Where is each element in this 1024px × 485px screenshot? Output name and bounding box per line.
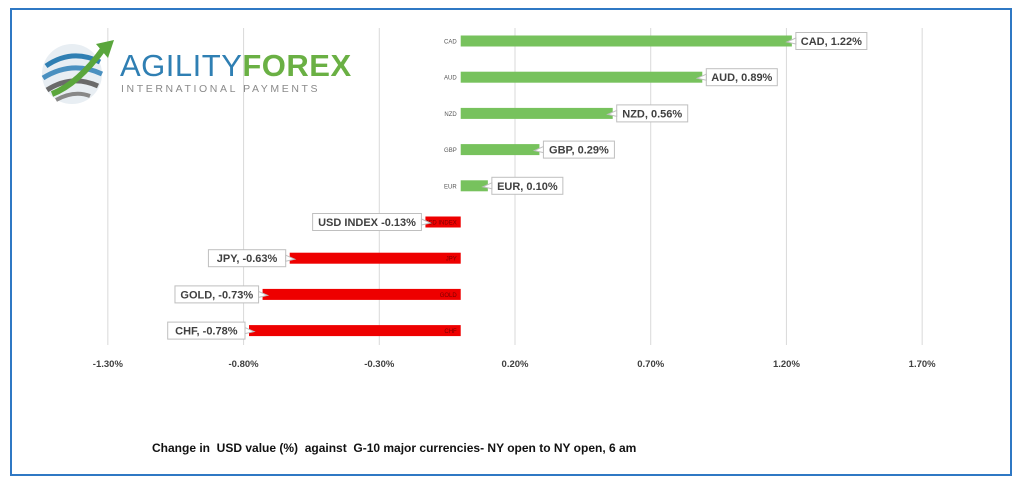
data-label-pointer <box>785 37 797 45</box>
x-tick-label: 1.70% <box>909 359 936 370</box>
bar-nzd <box>460 107 613 119</box>
data-label: AUD, 0.89% <box>711 72 772 84</box>
data-label: NZD, 0.56% <box>622 108 682 120</box>
data-label-pointer <box>285 254 297 262</box>
data-label-pointer <box>481 182 493 190</box>
bar-eur <box>460 180 488 192</box>
category-label: EUR <box>444 184 457 190</box>
data-label: CHF, -0.78% <box>175 326 238 338</box>
x-tick-label: 0.20% <box>502 359 529 370</box>
bar-usd-index <box>425 216 461 228</box>
data-label: GOLD, -0.73% <box>180 289 253 301</box>
x-tick-label: 0.70% <box>637 359 664 370</box>
data-label-pointer <box>695 73 707 81</box>
category-label: GBP <box>444 148 457 154</box>
bar-gbp <box>460 144 540 156</box>
globe-arrow-icon <box>41 40 114 104</box>
logo-wordmark: AGILITYFOREX <box>120 50 352 81</box>
bar-gold <box>262 288 461 300</box>
data-label-pointer <box>420 218 433 226</box>
logo-tagline: INTERNATIONAL PAYMENTS <box>121 83 321 95</box>
chart-frame <box>10 8 1012 476</box>
x-tick-label: 1.20% <box>773 359 800 370</box>
data-label: JPY, -0.63% <box>217 253 278 265</box>
logo-word-agility: AGILITY <box>120 48 243 83</box>
category-label: JPY <box>446 257 457 263</box>
logo-word-forex: FOREX <box>242 48 352 83</box>
x-tick-label: -0.80% <box>229 359 260 370</box>
category-label: NZD <box>444 112 457 118</box>
category-label: GOLD <box>440 293 458 299</box>
data-label-pointer <box>606 109 618 118</box>
data-label-pointer <box>258 290 270 299</box>
x-tick-label: -0.30% <box>364 359 395 370</box>
agility-forex-logo: AGILITYFOREX INTERNATIONAL PAYMENTS <box>38 36 351 108</box>
category-label: AUD <box>444 76 457 82</box>
chart-caption: Change in USD value (%) against G-10 maj… <box>152 441 637 455</box>
data-label-pointer <box>532 145 544 154</box>
bar-jpy <box>289 252 461 264</box>
data-label-pointer <box>244 326 256 335</box>
data-label: USD INDEX -0.13% <box>318 217 416 229</box>
bar-aud <box>460 71 703 83</box>
data-label: CAD, 1.22% <box>801 36 862 48</box>
bar-chf <box>249 325 461 337</box>
x-tick-label: -1.30% <box>93 359 124 370</box>
data-label: EUR, 0.10% <box>497 181 558 193</box>
category-label: CAD <box>444 40 457 46</box>
bar-cad <box>460 35 792 47</box>
category-label: USD INDEX <box>424 221 457 227</box>
category-label: CHF <box>444 329 457 335</box>
data-label: GBP, 0.29% <box>549 145 609 157</box>
